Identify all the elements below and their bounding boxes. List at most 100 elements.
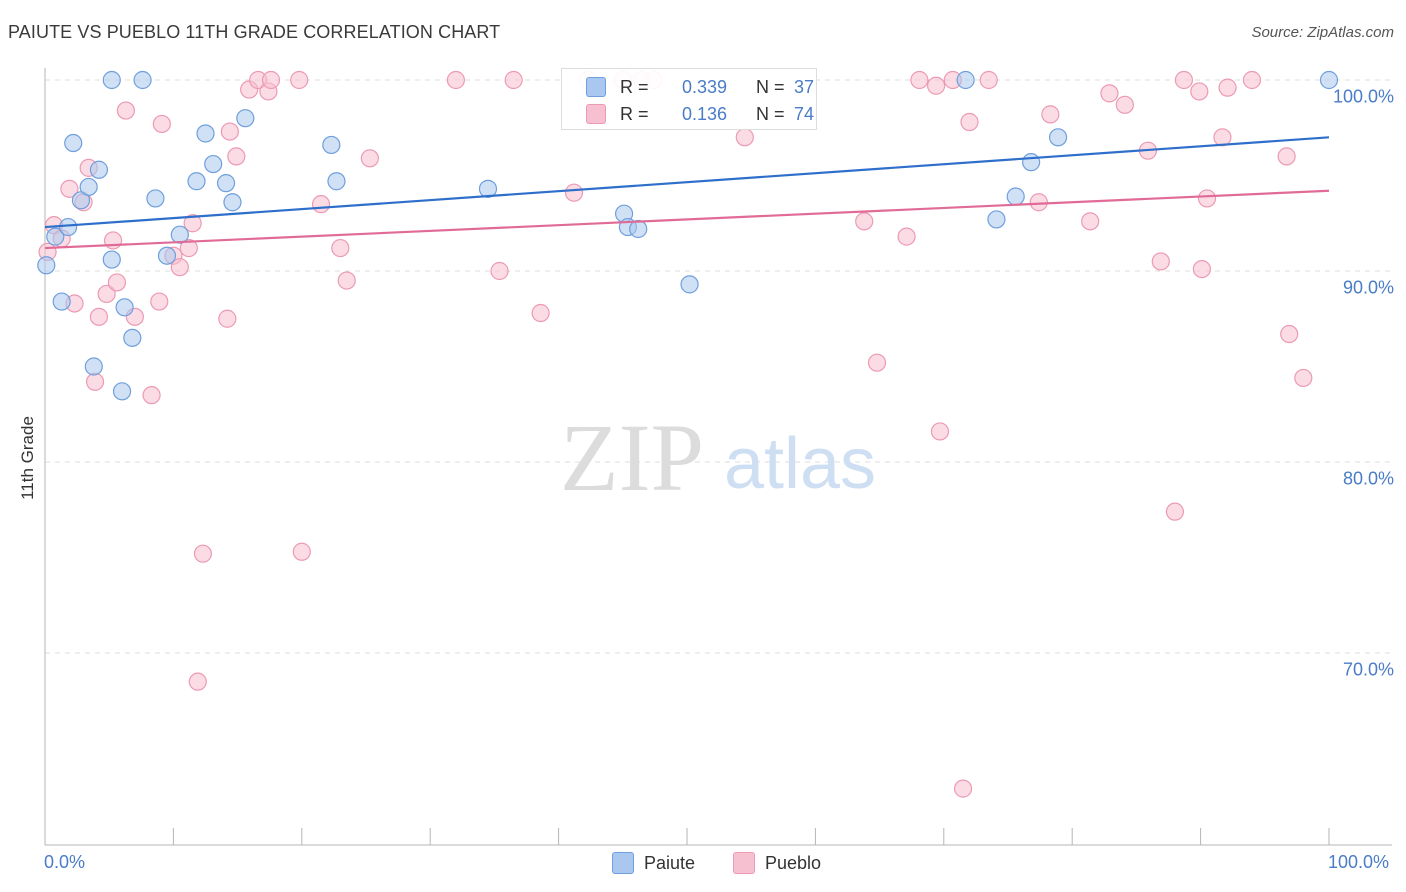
source-credit: Source: ZipAtlas.com: [1251, 24, 1394, 41]
pueblo-point: [1192, 259, 1211, 279]
pueblo-point: [188, 672, 207, 691]
gridlines: [45, 79, 1392, 654]
pueblo-point: [142, 386, 161, 405]
pueblo-point: [1081, 212, 1100, 231]
pueblo-n-label: N =: [756, 103, 785, 124]
pueblo-point: [292, 542, 311, 561]
paiute-point: [680, 275, 699, 294]
paiute-point: [146, 189, 165, 208]
pueblo-point: [360, 149, 379, 168]
legend-item-pueblo[interactable]: Pueblo: [733, 852, 821, 874]
pueblo-point: [311, 195, 331, 214]
paiute-point: [112, 382, 132, 401]
paiute-points: [37, 70, 1339, 401]
paiute-r-value: 0.339: [682, 76, 728, 97]
pueblo-point: [1041, 105, 1060, 124]
watermark-atlas: atlas: [724, 424, 876, 504]
paiute-point: [133, 70, 152, 90]
paiute-point: [629, 219, 648, 239]
pueblo-point: [446, 70, 465, 90]
pueblo-point: [490, 261, 509, 281]
paiute-point: [196, 124, 215, 143]
paiute-point: [157, 246, 177, 265]
pueblo-point: [1100, 84, 1119, 103]
y-axis-label: 11th Grade: [18, 416, 37, 500]
paiute-point: [478, 179, 498, 198]
legend-pueblo-swatch: [733, 852, 755, 874]
pueblo-point: [1277, 147, 1296, 166]
legend-pueblo-label: Pueblo: [765, 852, 822, 873]
pueblo-point: [290, 70, 309, 90]
legend-item-paiute[interactable]: Paiute: [612, 852, 695, 874]
pueblo-point: [218, 309, 237, 328]
pueblo-r-value: 0.136: [682, 103, 728, 124]
x-tick-label-min: 0.0%: [44, 852, 86, 872]
pueblo-point: [152, 114, 171, 134]
paiute-point: [236, 109, 255, 128]
paiute-n-label: N =: [756, 76, 785, 97]
paiute-point: [59, 217, 78, 237]
paiute-point: [223, 193, 242, 212]
pueblo-point: [855, 212, 874, 231]
legend-paiute-swatch: [612, 852, 634, 874]
paiute-point: [89, 160, 109, 179]
pueblo-point: [1280, 324, 1299, 344]
pueblo-point: [953, 779, 973, 798]
pueblo-point: [331, 238, 350, 258]
y-tick-label-80: 80.0%: [1342, 468, 1394, 489]
paiute-point: [37, 256, 56, 275]
paiute-point: [204, 154, 223, 174]
paiute-point: [46, 227, 65, 246]
pueblo-point: [897, 227, 916, 246]
pueblo-point: [337, 271, 356, 290]
paiute-point: [170, 225, 189, 244]
pueblo-point: [1165, 502, 1185, 521]
watermark: ZIP atlas: [560, 404, 876, 511]
watermark-zip: ZIP: [560, 404, 704, 511]
paiute-n-value: 37: [794, 76, 815, 97]
pueblo-point: [60, 179, 79, 198]
pueblo-point: [1197, 189, 1217, 208]
stats-box: R = 0.339 N = 37 R = 0.136 N = 74: [561, 68, 817, 130]
trend-lines: [44, 136, 1330, 250]
paiute-point: [327, 172, 346, 191]
paiute-point: [216, 174, 236, 193]
pueblo-point: [1029, 193, 1048, 212]
paiute-point: [1022, 153, 1041, 172]
pueblo-point: [867, 353, 887, 372]
pueblo-point: [1242, 70, 1262, 90]
paiute-point: [187, 172, 206, 191]
y-tick-label-100: 100.0%: [1332, 86, 1394, 107]
pueblo-point: [930, 422, 950, 441]
x-tick-label-max: 100.0%: [1328, 852, 1390, 872]
paiute-point: [123, 328, 142, 347]
pueblo-point: [960, 112, 979, 132]
paiute-point: [987, 210, 1006, 229]
pueblo-swatch: [586, 104, 606, 124]
paiute-point: [102, 70, 121, 90]
pueblo-point: [89, 307, 109, 326]
paiute-point: [102, 250, 121, 269]
pueblo-point: [220, 122, 239, 141]
pueblo-point: [1218, 78, 1237, 97]
paiute-point: [1048, 128, 1068, 147]
paiute-point: [1006, 187, 1025, 206]
pueblo-point: [193, 544, 213, 563]
pueblo-point: [531, 303, 550, 323]
paiute-point: [84, 357, 103, 376]
pueblo-point: [1294, 368, 1313, 388]
pueblo-point: [150, 292, 169, 311]
paiute-swatch: [586, 77, 606, 97]
pueblo-point: [116, 101, 135, 120]
paiute-point: [71, 191, 91, 210]
pueblo-point: [1151, 252, 1170, 271]
pueblo-n-value: 74: [794, 103, 815, 124]
paiute-point: [79, 177, 98, 197]
paiute-point: [1319, 70, 1339, 90]
paiute-point: [322, 135, 341, 155]
paiute-r-label: R =: [620, 76, 649, 97]
pueblo-point: [564, 183, 584, 202]
pueblo-point: [1190, 82, 1209, 101]
pueblo-point: [979, 70, 998, 90]
